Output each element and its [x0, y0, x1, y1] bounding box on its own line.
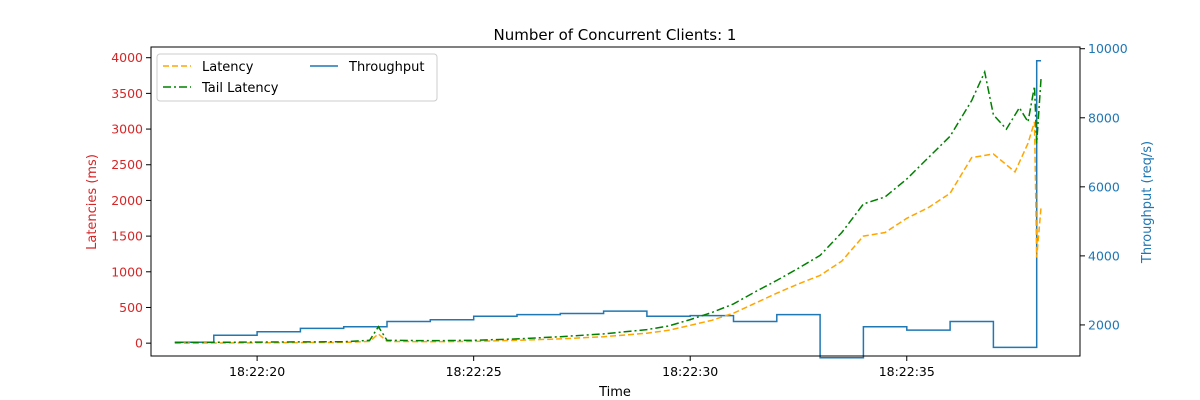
x-tick-label: 18:22:25	[446, 364, 502, 379]
y-left-tick-label: 4000	[111, 50, 143, 65]
y-left-tick-label: 3500	[111, 86, 143, 101]
y-left-tick-label: 2500	[111, 157, 143, 172]
legend-box	[156, 53, 438, 102]
x-tick-label: 18:22:20	[229, 364, 285, 379]
y-right-tick-label: 6000	[1088, 179, 1120, 194]
y-left-tick-label: 1500	[111, 229, 143, 244]
y-right-tick-label: 10000	[1088, 41, 1128, 56]
x-axis: 18:22:20 18:22:25 18:22:30 18:22:35	[229, 356, 935, 379]
y-left-tick-label: 500	[119, 300, 143, 315]
y-right-tick-label: 4000	[1088, 248, 1120, 263]
series-line-latency	[174, 121, 1042, 344]
series-layer	[174, 60, 1042, 359]
chart-title: Number of Concurrent Clients: 1	[494, 26, 737, 44]
x-tick-label: 18:22:35	[879, 364, 935, 379]
y-left-tick-label: 1000	[111, 264, 143, 279]
y-axis-left-label: Latencies (ms)	[85, 154, 100, 250]
series-line-throughput	[174, 60, 1041, 359]
y-axis-right: 2000 4000 6000 8000 10000	[1080, 41, 1128, 332]
y-right-tick-label: 2000	[1088, 317, 1120, 332]
y-right-tick-label: 8000	[1088, 110, 1120, 125]
legend-label-throughput: Throughput	[348, 60, 425, 75]
y-left-tick-label: 0	[135, 336, 143, 351]
legend-label-latency: Latency	[202, 60, 254, 75]
y-axis-right-label: Throughput (req/s)	[1140, 141, 1155, 264]
y-left-tick-label: 2000	[111, 193, 143, 208]
legend: Latency Tail Latency Throughput	[156, 53, 438, 102]
x-tick-label: 18:22:30	[662, 364, 718, 379]
y-axis-left: 0 500 1000 1500 2000 2500 3000 3500 4000	[111, 50, 151, 351]
legend-label-tail-latency: Tail Latency	[201, 81, 279, 96]
plot-frame	[150, 46, 1081, 357]
series-line-tail-latency	[174, 69, 1042, 344]
y-left-tick-label: 3000	[111, 122, 143, 137]
x-axis-label: Time	[598, 385, 631, 400]
